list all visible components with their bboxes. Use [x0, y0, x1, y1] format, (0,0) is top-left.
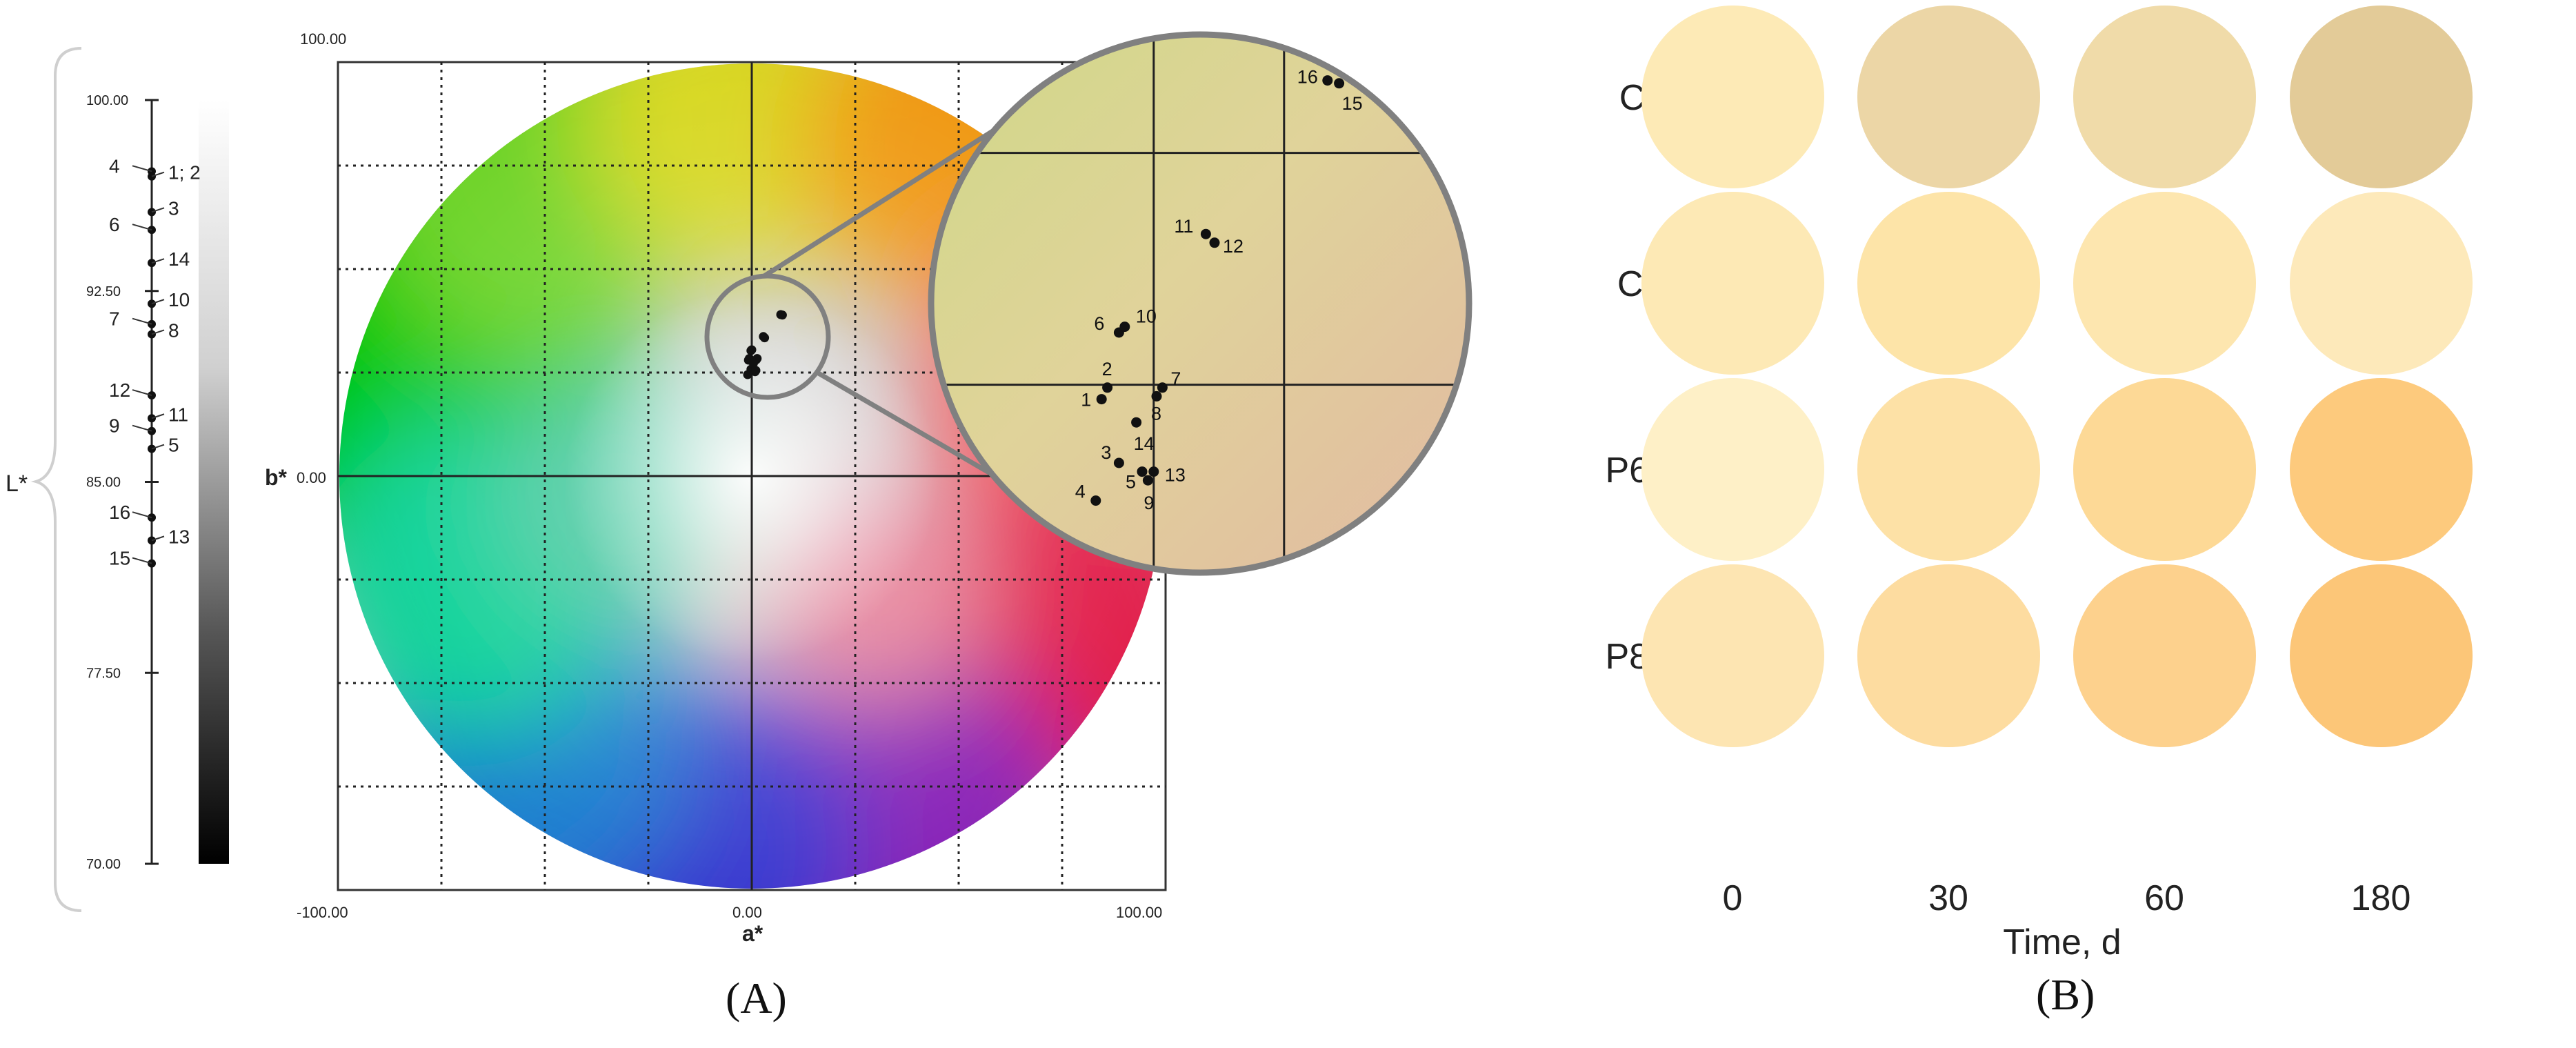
zoom-point — [1157, 382, 1168, 393]
zoom-point — [1322, 75, 1333, 86]
color-swatch — [2073, 6, 2256, 188]
lightness-tick-label: 85.00 — [86, 475, 121, 491]
time-label: 60 — [2144, 878, 2184, 918]
zoom-point — [1090, 495, 1101, 506]
color-swatch — [1641, 6, 1824, 188]
tick-label-center-x: 0.00 — [732, 904, 762, 921]
chromaticity-point — [748, 359, 758, 368]
lightness-point-label: 10 — [168, 289, 190, 310]
time-label: 180 — [2350, 878, 2411, 918]
zoom-point-label: 4 — [1075, 482, 1086, 502]
chromaticity-chart: 100.00 -100.00 100.00 0.00 0.00 a* b* 12… — [265, 30, 1472, 946]
zoom-point-label: 10 — [1136, 306, 1157, 327]
zoom-point-label: 9 — [1144, 493, 1154, 513]
lightness-tick-label: 100.00 — [86, 93, 128, 108]
time-label: 30 — [1928, 878, 1968, 918]
zoom-point-label: 3 — [1101, 442, 1111, 463]
lightness-tick-label: 70.00 — [86, 857, 121, 872]
zoom-point-label: 1 — [1081, 390, 1091, 411]
brace — [30, 47, 82, 912]
zoom-point-label: 15 — [1342, 93, 1363, 114]
color-swatch — [2290, 192, 2473, 375]
zoom-point-label: 12 — [1223, 236, 1244, 257]
chromaticity-point — [751, 366, 761, 375]
lightness-point-label: 15 — [109, 548, 130, 569]
zoom-point-label: 14 — [1134, 433, 1155, 454]
color-swatch — [2290, 6, 2473, 188]
tick-label-top-left: 100.00 — [300, 30, 346, 48]
tick-label-bottom-right: 100.00 — [1116, 904, 1162, 921]
color-swatch — [1641, 564, 1824, 747]
lightness-tick-label: 92.50 — [86, 284, 121, 299]
lightness-point-label: 12 — [109, 379, 130, 401]
lightness-gradient-bar — [199, 100, 229, 864]
lightness-point-label: 4 — [109, 155, 120, 177]
y-axis-title: b* — [265, 465, 288, 490]
tick-label-bottom-left: -100.00 — [297, 904, 348, 921]
chromaticity-point — [760, 333, 770, 343]
chromaticity-point — [743, 370, 752, 379]
zoom-point-label: 8 — [1151, 403, 1161, 424]
lightness-point-label: 14 — [168, 248, 190, 270]
zoom-point-label: 5 — [1126, 472, 1136, 493]
lightness-point — [148, 172, 156, 181]
zoom-point — [1151, 390, 1162, 402]
zoom-point — [1102, 382, 1113, 393]
zoom-point-label: 16 — [1297, 67, 1318, 88]
lightness-point-label: 5 — [168, 435, 179, 456]
lightness-point-label: 13 — [168, 526, 190, 547]
zoom-point — [1200, 228, 1211, 239]
chromaticity-point — [776, 310, 786, 319]
x-axis-title: a* — [742, 921, 763, 946]
time-label: 0 — [1722, 878, 1743, 918]
lightness-point-label: 8 — [168, 319, 179, 341]
color-swatch — [1857, 564, 2040, 747]
lightness-point-label: 11 — [168, 404, 188, 425]
zoom-point — [1334, 78, 1345, 89]
lightness-tick-label: 77.50 — [86, 666, 121, 681]
color-swatch — [1857, 6, 2040, 188]
color-swatch — [1857, 378, 2040, 561]
zoom-point-label: 13 — [1165, 465, 1186, 486]
lightness-point-label: 1; 2 — [168, 162, 201, 184]
lightness-point-label: 9 — [109, 415, 120, 437]
zoom-point — [1119, 322, 1130, 333]
lightness-point-label: 3 — [168, 197, 179, 219]
lightness-point-label: 7 — [109, 308, 120, 330]
zoom-point — [1148, 466, 1159, 477]
zoom-point — [1137, 466, 1148, 477]
lightness-axis-label: L* — [6, 471, 28, 497]
color-swatch — [2290, 378, 2473, 561]
time-axis-title: Time, d — [2003, 922, 2121, 962]
lightness-scale: L* 100.00 92.50 85.00 77.50 70.00 4 1; 2 3 6 14 1… — [6, 47, 229, 912]
color-swatch — [2290, 564, 2473, 747]
panel-b-caption: (B) — [2036, 970, 2095, 1019]
panel-a-caption: (A) — [726, 973, 787, 1022]
zoom-point — [1096, 394, 1107, 405]
zoom-point — [1131, 417, 1142, 428]
lightness-point-label: 16 — [109, 502, 130, 523]
color-swatch — [2073, 564, 2256, 747]
color-swatch — [1641, 378, 1824, 561]
color-swatch — [1641, 192, 1824, 375]
zoom-point — [1113, 457, 1124, 468]
color-swatch — [1857, 192, 2040, 375]
zoom-point — [1209, 237, 1220, 248]
zoom-point-label: 11 — [1174, 216, 1193, 237]
lightness-point-label: 6 — [109, 214, 120, 235]
color-swatch — [2073, 378, 2256, 561]
color-swatch — [2073, 192, 2256, 375]
zoom-point-label: 6 — [1094, 313, 1104, 334]
chromaticity-point — [747, 345, 757, 355]
tick-label-center-y: 0.00 — [297, 469, 326, 486]
zoom-point — [1142, 475, 1153, 486]
zoom-point-label: 7 — [1170, 368, 1181, 389]
zoom-point-label: 2 — [1102, 359, 1112, 379]
